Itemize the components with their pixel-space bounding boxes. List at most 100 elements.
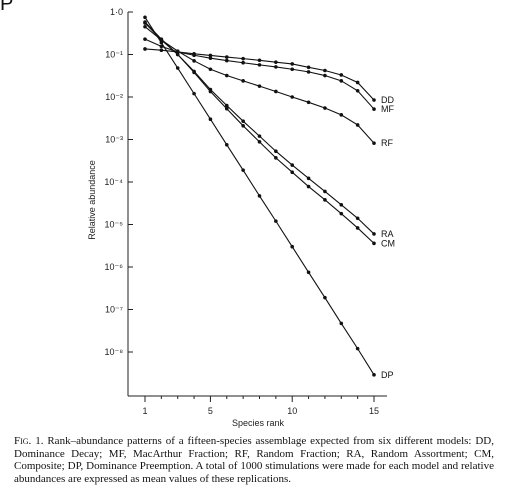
series-label-dp: DP [381, 370, 394, 380]
data-point [306, 184, 311, 189]
data-point [274, 156, 278, 160]
data-point [290, 170, 295, 175]
data-point [224, 55, 229, 59]
data-point [306, 270, 311, 275]
data-point [290, 95, 295, 99]
data-point [192, 91, 196, 96]
data-point [224, 106, 229, 111]
data-point [159, 48, 164, 53]
data-point [175, 49, 180, 53]
data-point [208, 67, 213, 72]
data-point [339, 79, 344, 83]
data-point [306, 176, 311, 181]
series-label-rf: RF [381, 138, 393, 148]
rank-abundance-chart: 1·010⁻¹10⁻²10⁻³10⁻⁴10⁻⁵10⁻⁶10⁻⁷10⁻⁸1 5 10 1… [87, 7, 395, 428]
data-point [355, 226, 360, 230]
y-axis-title: Relative abundance [87, 160, 97, 240]
y-tick-label: 10⁻⁴ [104, 177, 123, 187]
data-point [208, 117, 213, 122]
data-point [257, 63, 262, 67]
data-point [208, 89, 213, 94]
y-tick-label: 10⁻³ [105, 135, 123, 145]
data-point [224, 73, 229, 78]
data-point [208, 56, 213, 60]
data-point [159, 44, 164, 49]
data-point [241, 60, 245, 65]
data-point [224, 103, 229, 108]
data-point [257, 58, 262, 63]
data-point [339, 113, 344, 117]
series-ra: RA [143, 21, 394, 239]
data-point [339, 321, 344, 326]
data-point [241, 56, 245, 61]
data-point [306, 65, 311, 70]
corner-mark: P [0, 0, 14, 15]
data-point [323, 198, 327, 202]
data-point [192, 70, 196, 75]
data-point [290, 62, 295, 66]
data-point [372, 373, 376, 377]
data-point [355, 346, 360, 351]
data-point [323, 295, 327, 300]
data-point [372, 141, 376, 145]
data-point [355, 80, 360, 85]
data-point [192, 53, 196, 58]
data-point [143, 24, 147, 29]
y-tick-label: 1·0 [110, 7, 123, 17]
data-point [372, 107, 376, 111]
data-point [274, 149, 278, 154]
data-point [274, 65, 278, 69]
data-point [290, 163, 295, 167]
data-point [323, 106, 327, 110]
figure-caption: Fig. 1. Rank–abundance patterns of a fif… [14, 435, 494, 485]
y-tick-label: 10⁻² [105, 92, 123, 102]
data-point [323, 68, 327, 73]
series-dp: DP [143, 15, 394, 380]
data-point [143, 37, 147, 41]
data-point [306, 70, 311, 74]
data-point [192, 59, 196, 63]
data-point [241, 79, 245, 83]
data-point [290, 244, 295, 249]
data-point [159, 40, 164, 45]
data-point [159, 37, 164, 41]
axes: 1·010⁻¹10⁻²10⁻³10⁻⁴10⁻⁵10⁻⁶10⁻⁷10⁻⁸1 5 10 1… [87, 7, 387, 428]
y-tick-label: 10⁻⁶ [105, 262, 124, 272]
y-tick-label: 10⁻⁷ [105, 305, 123, 315]
series-cm: CM [143, 20, 395, 248]
data-point [372, 241, 376, 246]
data-point [143, 15, 147, 20]
data-point [257, 140, 262, 144]
series-label-mf: MF [381, 104, 394, 114]
data-point [208, 53, 213, 58]
y-tick-label: 10⁻⁸ [104, 347, 123, 357]
series-label-ra: RA [381, 229, 394, 239]
x-tick-label: 5 [208, 406, 213, 416]
data-point [290, 67, 295, 72]
x-axis-title: Species rank [232, 418, 285, 428]
data-point [339, 211, 344, 216]
data-point [257, 84, 262, 88]
data-point [274, 89, 278, 94]
series-label-dd: DD [381, 95, 394, 105]
series-label-cm: CM [381, 238, 395, 248]
data-point [323, 73, 327, 78]
data-point [241, 168, 245, 172]
data-point [241, 124, 245, 128]
data-point [241, 119, 245, 123]
y-tick-label: 10⁻¹ [105, 50, 123, 60]
data-point [339, 73, 344, 77]
data-point [274, 60, 278, 64]
data-point [339, 203, 344, 207]
y-tick-label: 10⁻⁵ [105, 220, 124, 230]
data-point [143, 20, 147, 24]
data-point [306, 100, 311, 105]
data-point [224, 58, 229, 63]
data-point [224, 143, 229, 147]
data-point [175, 66, 180, 70]
data-point [175, 52, 180, 57]
caption-label: Fig. 1. [14, 435, 44, 447]
series-dd: DD [143, 47, 394, 105]
